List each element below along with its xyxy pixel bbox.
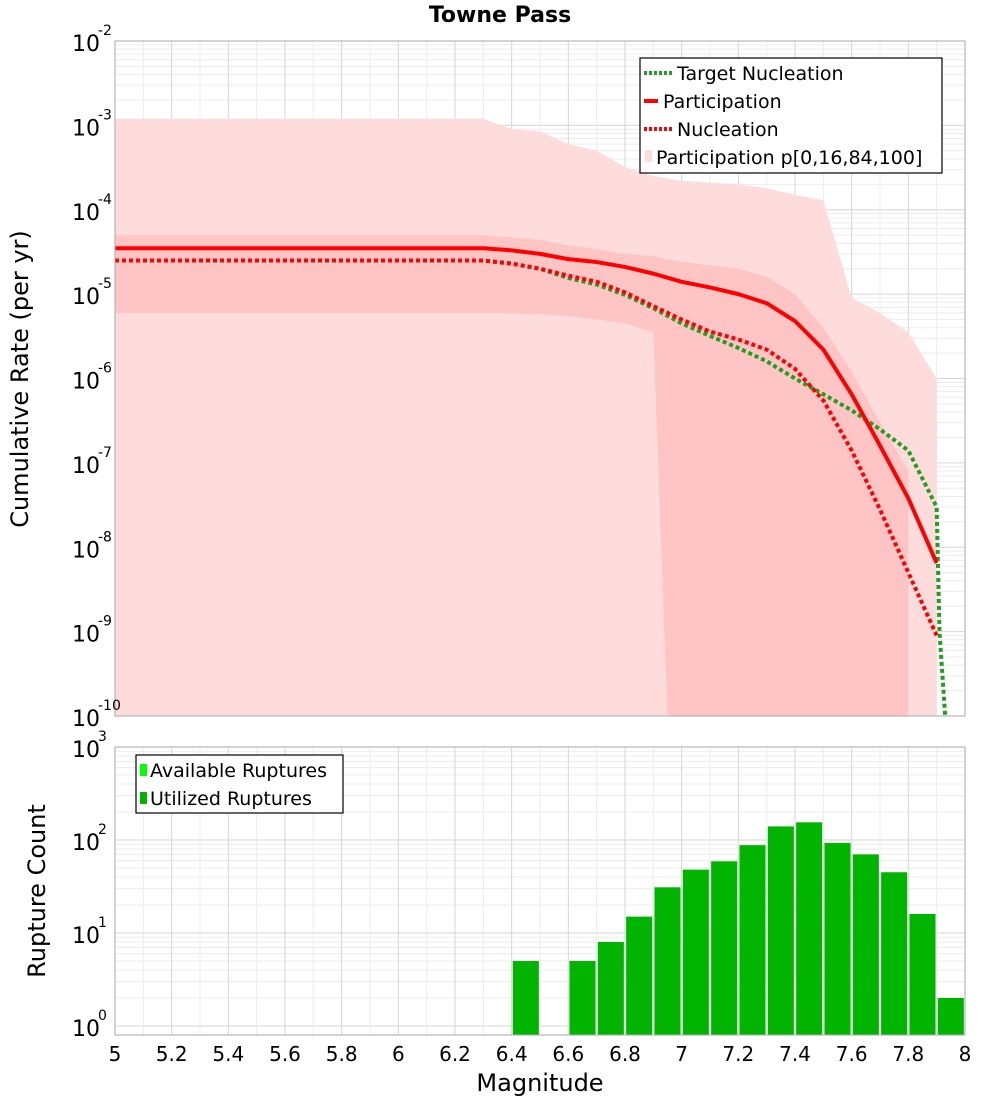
x-tick-label: 5.4 [212,1042,244,1066]
y-tick-label: 10 [72,32,100,57]
rupture-bar [937,997,964,1035]
y-tick-exponent: -10 [98,698,121,714]
y-tick-exponent: -6 [98,361,112,377]
y-tick-exponent: -2 [98,23,112,39]
count-y-axis-title: Rupture Count [23,804,51,978]
x-tick-label: 7 [675,1042,688,1066]
x-tick-label: 5.2 [156,1042,188,1066]
y-tick-label: 10 [72,707,100,732]
rupture-bar [796,822,823,1035]
legend-utilized-ruptures: Utilized Ruptures [150,788,312,810]
rupture-bar [711,861,738,1035]
y-tick-label: 10 [72,1017,100,1042]
y-tick-exponent: 2 [98,822,107,838]
rate-y-axis-title: Cumulative Rate (per yr) [6,230,34,528]
legend-available-ruptures: Available Ruptures [150,760,327,782]
y-tick-label: 10 [72,454,100,479]
y-tick-exponent: -5 [98,276,112,292]
rupture-bar [654,887,681,1035]
rate-legend: Target Nucleation Participation Nucleati… [639,57,943,174]
x-tick-label: 6.8 [609,1042,641,1066]
participation-bands [115,118,937,716]
rate-plot-frame [114,40,966,717]
x-tick-label: 6.4 [496,1042,528,1066]
x-tick-label: 7.6 [836,1042,868,1066]
legend-nucleation: Nucleation [677,119,779,141]
rupture-bar [909,914,936,1035]
count-plot-frame [114,746,966,1036]
x-tick-label: 8 [959,1042,972,1066]
y-tick-exponent: -3 [98,107,112,123]
rupture-bar [881,872,908,1035]
legend-target-nucleation: Target Nucleation [676,63,844,85]
y-tick-exponent: 1 [98,915,107,931]
y-tick-exponent: -9 [98,614,112,630]
y-tick-label: 10 [72,831,100,856]
y-tick-exponent: -8 [98,529,112,545]
x-tick-label: 6.6 [552,1042,584,1066]
rupture-bar [682,869,709,1035]
rupture-bar [852,854,879,1035]
y-tick-exponent: 3 [98,729,107,745]
legend-utilized-swatch [140,792,147,804]
x-tick-label: 7.2 [722,1042,754,1066]
x-tick-label: 6 [392,1042,405,1066]
rupture-bar [739,845,766,1035]
y-tick-exponent: 0 [98,1008,107,1024]
y-tick-label: 10 [72,370,100,395]
y-tick-label: 10 [72,285,100,310]
band-p16-p84 [115,235,909,716]
rate-y-ticks: 10-210-310-410-510-610-710-810-910-10 [72,23,121,732]
rupture-bar [569,960,596,1035]
y-tick-label: 10 [72,623,100,648]
x-tick-label: 7.8 [892,1042,924,1066]
rupture-bar [512,960,539,1035]
legend-participation: Participation [663,91,782,113]
legend-participation-band: Participation p[0,16,84,100] [656,147,922,169]
rate-legend-box [639,57,943,174]
y-tick-label: 10 [72,116,100,141]
y-tick-label: 10 [72,538,100,563]
series-line-participation [115,246,939,564]
rupture-bar [824,842,851,1035]
y-tick-label: 10 [72,201,100,226]
legend-participation-band-swatch [645,150,652,162]
x-tick-label: 5.6 [269,1042,301,1066]
count-legend: Available Ruptures Utilized Ruptures [135,754,344,814]
rupture-bar [767,826,794,1035]
x-axis-title: Magnitude [476,1069,603,1097]
x-tick-label: 7.4 [779,1042,811,1066]
count-x-ticks: 5 5.2 5.4 5.6 5.8 6 6.2 6.4 6.6 6.8 7 7.2 7.4 7.6 7.8 8 [109,1042,972,1066]
y-tick-exponent: -4 [98,192,112,208]
rate-lines [115,246,948,717]
rupture-bar [597,942,624,1035]
y-tick-exponent: -7 [98,445,112,461]
series-line-nucleation [115,258,939,637]
legend-available-swatch [140,764,147,776]
rupture-bar [626,916,653,1035]
y-tick-label: 10 [72,924,100,949]
chart-title: Towne Pass [429,3,571,28]
count-bars [512,822,964,1035]
x-tick-label: 5.8 [326,1042,358,1066]
x-tick-label: 5 [109,1042,122,1066]
x-tick-label: 6.2 [439,1042,471,1066]
count-legend-box [135,754,344,814]
rate-plot-area: 10-210-310-410-510-610-710-810-910-10 Cu… [6,23,966,732]
y-tick-label: 10 [72,738,100,763]
